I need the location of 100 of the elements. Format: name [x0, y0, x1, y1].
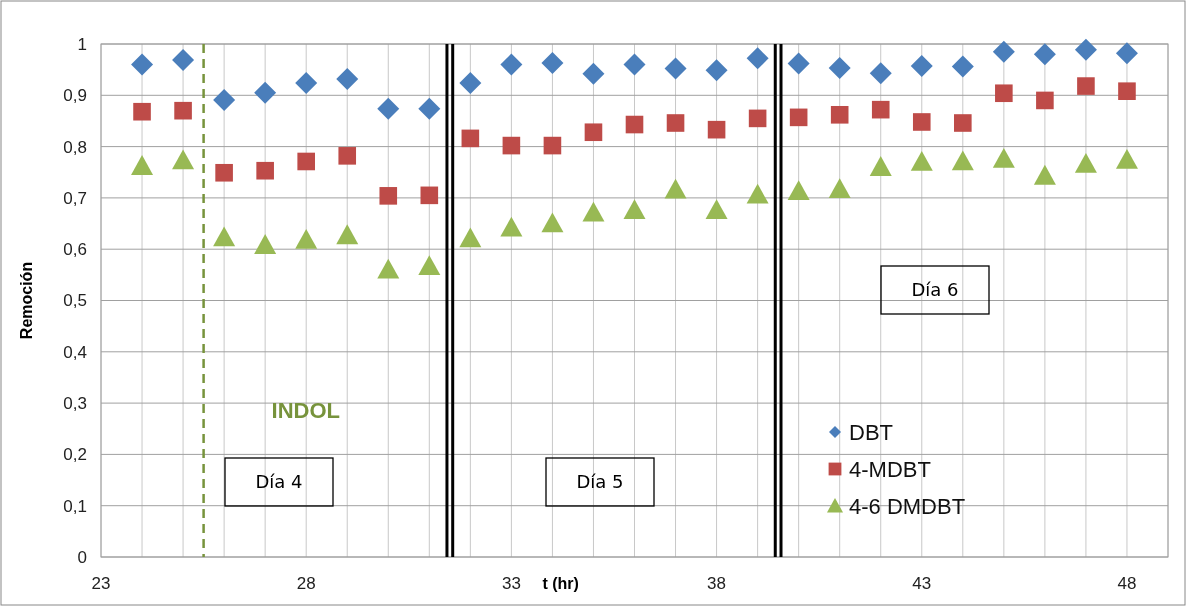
y-tick-label: 0,9 [63, 86, 87, 106]
point [1077, 77, 1095, 95]
annotation: Día 6 [911, 279, 959, 301]
x-tick-label: 48 [1117, 574, 1137, 593]
point [746, 47, 769, 70]
point [459, 227, 482, 248]
point [869, 156, 892, 176]
point [1115, 148, 1138, 169]
y-tick-label: 0,1 [63, 496, 87, 516]
y-tick-label: 0,6 [63, 240, 87, 260]
point [502, 136, 521, 155]
point [541, 51, 564, 74]
point [664, 178, 687, 199]
point [910, 55, 933, 78]
point [830, 105, 849, 124]
point [131, 155, 154, 175]
point [664, 57, 687, 80]
point [951, 150, 974, 171]
point [131, 53, 154, 76]
point [623, 53, 646, 76]
y-tick-label: 0 [77, 547, 87, 567]
point [379, 187, 398, 205]
point [748, 109, 767, 128]
point [461, 129, 480, 148]
point [1036, 91, 1054, 110]
point [787, 180, 810, 201]
point [707, 120, 726, 139]
point [295, 228, 318, 249]
point [543, 136, 562, 155]
point [215, 163, 233, 182]
point [377, 97, 400, 120]
annotation: Día 5 [576, 471, 624, 493]
point [912, 113, 931, 131]
point [992, 40, 1015, 63]
point [213, 88, 236, 111]
point [746, 183, 769, 204]
x-tick-label: 28 [296, 574, 316, 593]
point [705, 59, 728, 82]
point [172, 48, 195, 71]
x-tick-label: 38 [707, 574, 727, 593]
point [584, 123, 603, 142]
point [992, 147, 1015, 168]
x-axis-title: t (hr) [542, 575, 579, 592]
point [172, 149, 195, 170]
point [254, 81, 277, 104]
y-tick-label: 0,8 [63, 137, 87, 157]
y-tick-label: 1 [77, 34, 87, 54]
y-tick-label: 0,4 [63, 342, 87, 362]
point [377, 258, 400, 279]
point [623, 199, 646, 220]
point [336, 224, 359, 245]
x-tick-label: 23 [91, 574, 111, 593]
point [582, 201, 605, 222]
point [828, 57, 851, 80]
point [828, 178, 851, 198]
point [500, 53, 523, 76]
point [295, 71, 318, 94]
point [336, 67, 359, 90]
point [1033, 43, 1056, 66]
point [1115, 42, 1138, 65]
point [910, 150, 933, 171]
point [625, 115, 644, 134]
point [705, 199, 728, 220]
legend-label: 4-6 DMDBT [849, 493, 966, 519]
point [789, 108, 808, 127]
point [338, 147, 357, 165]
point [951, 55, 974, 78]
point [1074, 38, 1097, 61]
point [787, 52, 810, 75]
point [256, 161, 274, 180]
point [666, 114, 685, 132]
x-tick-label: 33 [501, 574, 521, 593]
y-tick-label: 0,3 [63, 394, 87, 414]
y-axis-title: Remoción [18, 261, 35, 340]
point [418, 97, 441, 120]
point [871, 100, 890, 119]
legend-label: 4-MDBT [849, 456, 931, 482]
point [254, 234, 277, 254]
point [869, 62, 892, 85]
point [174, 101, 192, 120]
point [1033, 164, 1056, 185]
point [213, 226, 236, 247]
point [954, 114, 972, 132]
point [500, 216, 523, 237]
point [133, 102, 151, 121]
point [995, 84, 1013, 103]
ref-line-label: INDOL [271, 398, 341, 424]
point [420, 186, 439, 205]
point [1118, 82, 1136, 100]
point [418, 255, 441, 275]
annotation: Día 4 [255, 471, 303, 493]
point [459, 71, 482, 94]
y-tick-label: 0,7 [63, 188, 87, 208]
point [1074, 153, 1097, 173]
x-tick-label: 43 [912, 574, 932, 593]
point [582, 62, 605, 85]
point [541, 212, 564, 233]
point [297, 152, 315, 171]
y-tick-label: 0,5 [63, 291, 87, 311]
legend-label: DBT [849, 419, 893, 445]
